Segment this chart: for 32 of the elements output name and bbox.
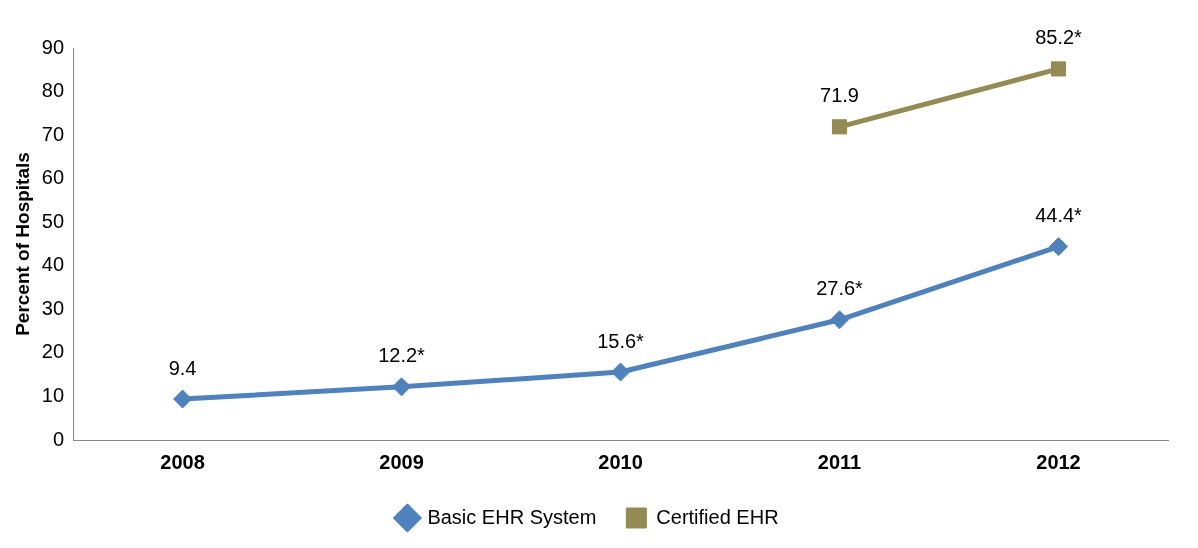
y-tick-label: 60 bbox=[41, 166, 65, 189]
y-tick-label: 30 bbox=[41, 296, 65, 319]
data-label: 71.9 bbox=[820, 84, 859, 107]
x-tick-label: 2008 bbox=[160, 450, 205, 473]
data-label: 44.4* bbox=[1035, 204, 1083, 227]
point bbox=[1049, 237, 1069, 257]
data-label: 15.6* bbox=[597, 329, 645, 352]
legend-label: Basic EHR System bbox=[427, 505, 597, 528]
data-label: 12.2* bbox=[378, 344, 426, 367]
data-label: 85.2* bbox=[1035, 26, 1083, 49]
point bbox=[831, 119, 848, 135]
y-axis-title: Percent of Hospitals bbox=[11, 152, 33, 336]
x-tick-label: 2010 bbox=[598, 450, 643, 473]
point bbox=[1050, 61, 1067, 77]
data-label: 27.6* bbox=[816, 277, 864, 300]
y-tick-label: 50 bbox=[41, 209, 65, 232]
point bbox=[392, 377, 412, 397]
x-tick-label: 2012 bbox=[1036, 450, 1081, 473]
y-tick-label: 70 bbox=[41, 122, 65, 145]
y-tick-label: 20 bbox=[41, 340, 65, 363]
y-tick-label: 0 bbox=[52, 427, 65, 450]
point bbox=[611, 362, 631, 382]
legend-label: Certified EHR bbox=[656, 505, 779, 528]
data-label: 9.4 bbox=[168, 356, 197, 379]
y-tick-label: 10 bbox=[41, 383, 65, 406]
y-tick-label: 90 bbox=[41, 35, 65, 58]
point bbox=[830, 310, 850, 330]
y-tick-label: 40 bbox=[41, 253, 65, 276]
y-tick-label: 80 bbox=[41, 79, 65, 102]
point bbox=[173, 389, 193, 409]
x-tick-label: 2011 bbox=[817, 450, 862, 473]
x-tick-label: 2009 bbox=[379, 450, 424, 473]
